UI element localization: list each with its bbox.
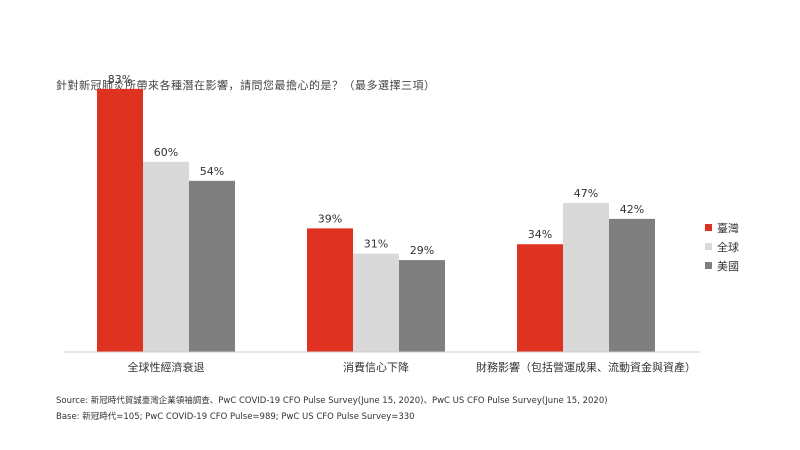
data-label-3-series-2: 47%: [574, 187, 598, 200]
legend-item-3: 美國: [705, 256, 739, 275]
legend-label: 全球: [717, 240, 739, 254]
bar-3-series-2: [563, 203, 609, 352]
legend-swatch: [705, 224, 712, 231]
data-label-3-series-1: 34%: [528, 228, 552, 241]
base-note: Base: 新冠時代=105; PwC COVID-19 CFO Pulse=9…: [56, 412, 415, 422]
legend-item-2: 全球: [705, 237, 739, 256]
category-label-1: 全球性經濟衰退: [128, 360, 205, 374]
data-label-1-series-1: 83%: [108, 73, 132, 86]
data-label-1-series-2: 60%: [154, 146, 178, 159]
category-label-2: 消費信心下降: [343, 360, 409, 374]
source-note: Source: 新冠時代貿誠臺灣企業領袖調查、PwC COVID-19 CFO …: [56, 396, 608, 406]
data-label-2-series-1: 39%: [318, 212, 342, 225]
legend-swatch: [705, 262, 712, 269]
data-label-2-series-3: 29%: [410, 244, 434, 257]
legend: 臺灣 全球 美國: [705, 218, 739, 275]
legend-swatch: [705, 243, 712, 250]
bar-1-series-3: [189, 180, 235, 352]
legend-label: 美國: [717, 259, 739, 273]
bar-2-series-3: [399, 260, 445, 352]
bar-1-series-2: [143, 161, 189, 352]
bar-3-series-1: [517, 244, 563, 352]
chart-title: 針對新冠肺炎所帶來各種潛在影響，請問您最擔心的是？（最多選擇三項）: [56, 79, 436, 92]
data-label-3-series-3: 42%: [620, 203, 644, 216]
bar-1-series-1: [97, 88, 143, 352]
legend-item-1: 臺灣: [705, 218, 739, 237]
data-label-1-series-3: 54%: [200, 165, 224, 178]
bar-2-series-2: [353, 253, 399, 352]
bar-2-series-1: [307, 228, 353, 352]
legend-label: 臺灣: [717, 221, 739, 235]
bar-3-series-3: [609, 218, 655, 352]
category-label-3: 財務影響（包括營運成果、流動資金與資產）: [476, 360, 696, 374]
data-label-2-series-2: 31%: [364, 238, 388, 251]
